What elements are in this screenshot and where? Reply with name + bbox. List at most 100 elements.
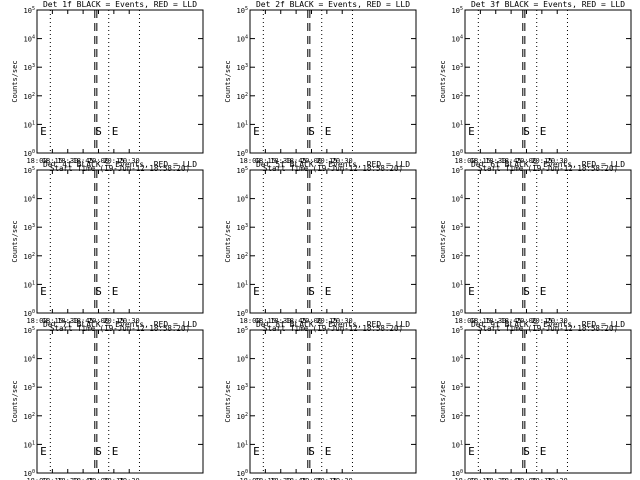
x-tick-label: 18:00 [454, 317, 475, 325]
y-tick-label: 104 [24, 35, 35, 44]
detector-panel: Det 1f BLACK = Events, RED = LLD 100 101 10… [11, 0, 204, 173]
y-tick-label: 104 [452, 355, 463, 364]
y-axis-label: Counts/sec [439, 60, 447, 102]
detector-panel: Det 3f BLACK = Events, RED = LLD 100 101 10… [439, 0, 632, 173]
detector-panel: Det 7f BLACK = Events, RED = LLD 100 101 10… [11, 320, 204, 480]
y-tick-label: 102 [237, 252, 248, 261]
event-marker-label: E [112, 445, 119, 458]
detector-panel: Det 9f BLACK = Events, RED = LLD 100 101 10… [439, 320, 632, 480]
y-tick-label: 102 [452, 252, 463, 261]
y-tick-label: 103 [24, 383, 35, 392]
x-tick-label: 18:30 [270, 477, 291, 480]
event-marker-label: E [540, 445, 547, 458]
y-axis-label: Counts/sec [11, 220, 19, 262]
detector-panel: Det 2f BLACK = Events, RED = LLD 100 101 10… [224, 0, 417, 173]
x-tick-label: 18:15 [255, 317, 276, 325]
x-tick-label: 18:15 [255, 157, 276, 165]
y-tick-label: 105 [237, 166, 248, 175]
plot-frame [464, 329, 632, 474]
y-tick-label: 100 [237, 149, 248, 158]
x-tick-label: 18:45 [501, 157, 522, 165]
event-marker-label: E [468, 285, 475, 298]
x-tick-label: 18:00 [239, 157, 260, 165]
y-axis-label: Counts/sec [439, 220, 447, 262]
plot-frame [36, 169, 204, 314]
x-tick-label: 20:00 [516, 477, 537, 480]
y-tick-label: 100 [452, 149, 463, 158]
panel-title: Det 5f BLACK = Events, RED = LLD [256, 160, 410, 169]
x-tick-label: 20:30 [119, 317, 140, 325]
x-tick-label: 18:15 [42, 157, 63, 165]
x-tick-label: 18:45 [501, 477, 522, 480]
y-tick-label: 103 [452, 383, 463, 392]
y-tick-label: 101 [452, 280, 463, 289]
event-marker-label: E [540, 285, 547, 298]
y-tick-label: 101 [24, 440, 35, 449]
y-tick-label: 102 [24, 92, 35, 101]
event-marker-label: S [308, 445, 315, 458]
x-tick-label: 18:15 [470, 317, 491, 325]
x-tick-label: 20:15 [531, 477, 552, 480]
detector-panel: Det 8f BLACK = Events, RED = LLD 100 101 10… [224, 320, 417, 480]
x-tick-label: 18:00 [239, 477, 260, 480]
x-axis-label: Start Time (19-Jun-12 18:58:20) [50, 164, 190, 173]
x-tick-label: 20:30 [119, 477, 140, 480]
event-marker-label: E [40, 285, 47, 298]
event-marker-label: S [523, 125, 530, 138]
y-tick-label: 100 [452, 469, 463, 478]
plot-frame [36, 9, 204, 154]
event-marker-label: S [308, 285, 315, 298]
x-tick-label: 20:15 [316, 477, 337, 480]
x-tick-label: 20:00 [301, 477, 322, 480]
panel-title: Det 8f BLACK = Events, RED = LLD [256, 320, 410, 329]
x-tick-label: 20:15 [316, 157, 337, 165]
y-tick-label: 100 [24, 149, 35, 158]
x-tick-label: 18:15 [470, 477, 491, 480]
x-axis-label: Start Time (19-Jun-12 18:58:20) [478, 324, 618, 333]
y-axis-label: Counts/sec [224, 220, 232, 262]
y-tick-label: 105 [24, 166, 35, 175]
event-marker-label: S [95, 445, 102, 458]
x-tick-label: 18:30 [57, 157, 78, 165]
y-tick-label: 103 [24, 63, 35, 72]
event-marker-label: E [40, 125, 47, 138]
x-tick-label: 20:15 [103, 477, 124, 480]
y-tick-label: 104 [237, 355, 248, 364]
y-axis-label: Counts/sec [439, 380, 447, 422]
y-tick-label: 101 [452, 120, 463, 129]
y-tick-label: 103 [452, 63, 463, 72]
plot-frame [249, 9, 417, 154]
x-tick-label: 18:00 [26, 157, 47, 165]
x-tick-label: 18:00 [26, 317, 47, 325]
y-tick-label: 103 [24, 223, 35, 232]
panel-title: Det 3f BLACK = Events, RED = LLD [471, 0, 625, 9]
y-tick-label: 100 [24, 309, 35, 318]
y-tick-label: 105 [24, 6, 35, 15]
y-tick-label: 105 [237, 326, 248, 335]
y-tick-label: 103 [237, 383, 248, 392]
x-tick-label: 18:15 [42, 477, 63, 480]
y-tick-label: 104 [24, 355, 35, 364]
y-axis-label: Counts/sec [11, 60, 19, 102]
event-marker-label: S [95, 285, 102, 298]
x-tick-label: 18:00 [26, 477, 47, 480]
x-tick-label: 20:00 [88, 157, 109, 165]
event-marker-label: S [523, 445, 530, 458]
y-tick-label: 103 [237, 63, 248, 72]
x-tick-label: 20:00 [88, 317, 109, 325]
y-tick-label: 105 [452, 326, 463, 335]
panel-title: Det 9f BLACK = Events, RED = LLD [471, 320, 625, 329]
x-tick-label: 20:30 [547, 317, 568, 325]
event-marker-label: E [325, 285, 332, 298]
y-tick-label: 102 [237, 412, 248, 421]
y-tick-label: 105 [24, 326, 35, 335]
panel-title: Det 4f BLACK = Events, RED = LLD [43, 160, 197, 169]
y-axis-label: Counts/sec [224, 380, 232, 422]
x-tick-label: 20:30 [547, 477, 568, 480]
plot-frame [36, 329, 204, 474]
panel-title: Det 7f BLACK = Events, RED = LLD [43, 320, 197, 329]
y-tick-label: 100 [24, 469, 35, 478]
x-tick-label: 18:15 [42, 317, 63, 325]
y-tick-label: 104 [237, 195, 248, 204]
y-tick-label: 103 [452, 223, 463, 232]
